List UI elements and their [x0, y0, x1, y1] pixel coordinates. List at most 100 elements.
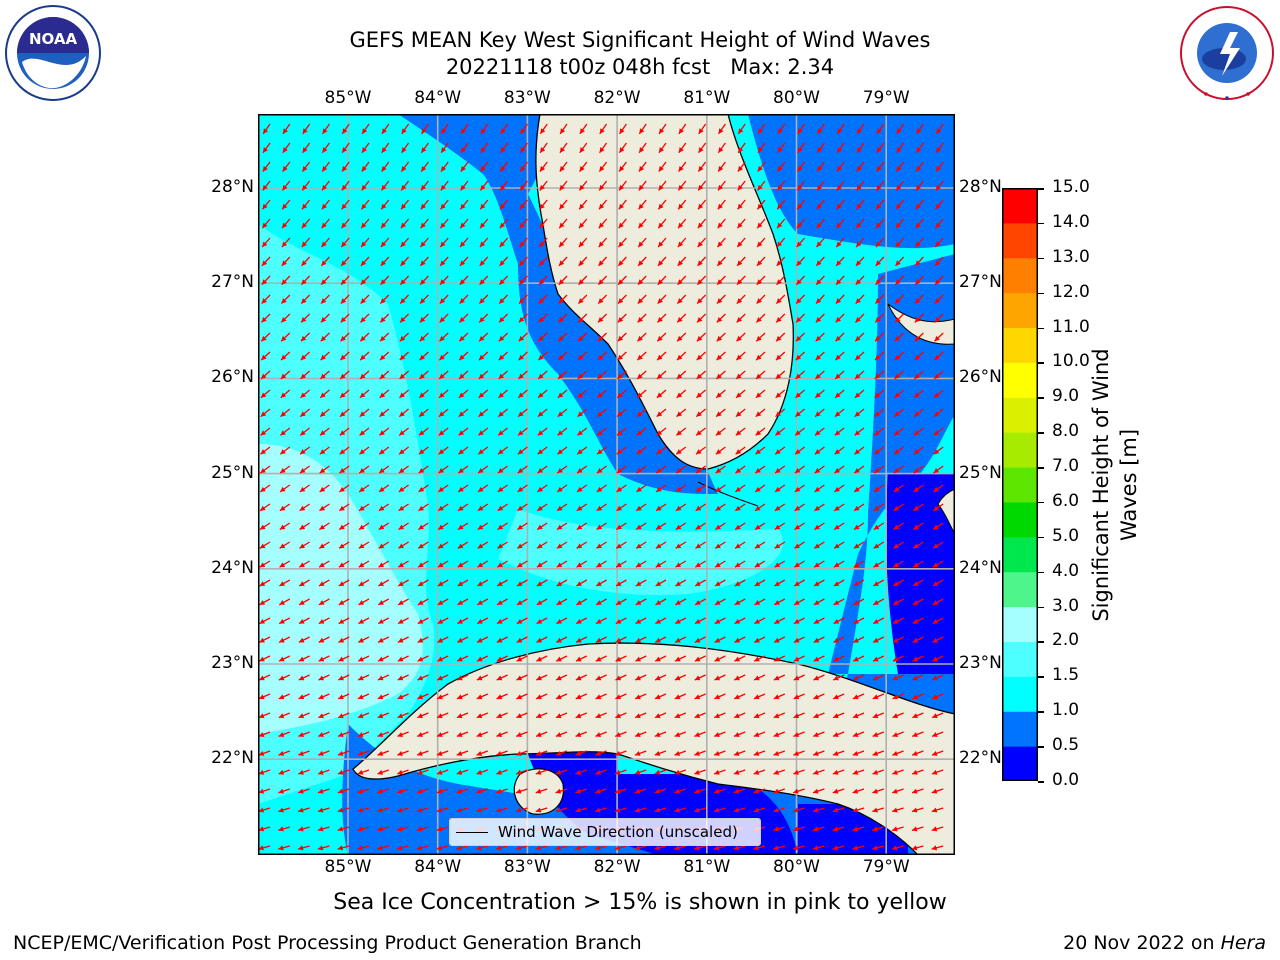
wind-arrow: [579, 142, 588, 154]
wind-arrow: [912, 541, 924, 549]
wind-arrow: [875, 256, 885, 267]
wind-arrow: [319, 427, 330, 436]
wind-arrow: [615, 579, 627, 587]
wind-arrow: [399, 370, 410, 380]
wind-arrow: [338, 579, 350, 587]
wind-arrow: [440, 161, 449, 172]
colorbar-segment: [1002, 257, 1038, 294]
wind-arrow: [499, 218, 509, 229]
wind-arrow: [397, 560, 409, 568]
wind-arrow: [438, 465, 449, 474]
wind-arrow: [579, 161, 588, 172]
wind-arrow: [598, 199, 608, 210]
wind-arrow: [457, 484, 469, 493]
wind-arrow: [914, 256, 924, 267]
wind-arrow: [892, 693, 904, 700]
wind-arrow: [793, 655, 805, 662]
wind-arrow: [835, 313, 845, 323]
wind-arrow: [261, 275, 271, 286]
wind-arrow: [515, 845, 528, 851]
colorbar-tick-label: 12.0: [1052, 281, 1090, 302]
legend-label: Wind Wave Direction (unscaled): [498, 823, 738, 841]
wind-arrow: [678, 161, 687, 172]
colorbar-tick-label: 0.5: [1052, 735, 1080, 756]
wind-arrow: [457, 522, 469, 531]
wind-arrow: [914, 294, 924, 305]
wind-arrow: [852, 807, 865, 813]
wind-arrow: [458, 313, 469, 323]
colorbar-tick-mark: [1038, 711, 1044, 713]
wind-arrow: [893, 541, 904, 549]
coordinate-label: 23°N: [211, 653, 254, 673]
wind-arrow: [852, 826, 865, 832]
wind-arrow: [417, 522, 429, 531]
wind-arrow: [357, 636, 370, 643]
wind-arrow: [638, 142, 647, 154]
wind-arrow: [480, 123, 489, 135]
wind-arrow: [516, 674, 528, 681]
wind-arrow: [478, 389, 489, 399]
wind-arrow: [279, 446, 291, 455]
wind-arrow: [280, 408, 291, 418]
wind-arrow: [258, 769, 271, 775]
wind-arrow: [596, 484, 607, 493]
wind-arrow: [578, 256, 588, 267]
coordinate-label: 28°N: [211, 177, 254, 197]
wind-arrow: [795, 370, 806, 380]
wind-arrow: [417, 541, 429, 549]
wind-arrow: [377, 731, 390, 737]
wind-arrow: [437, 541, 449, 549]
wind-arrow: [913, 446, 924, 455]
wind-arrow: [794, 446, 805, 455]
wind-arrow: [734, 560, 746, 568]
wind-arrow: [536, 560, 548, 568]
colorbar-tick-mark: [1038, 292, 1044, 295]
wind-arrow: [854, 313, 865, 323]
wind-arrow: [476, 617, 489, 625]
wind-arrow: [498, 275, 509, 286]
wind-arrow: [637, 237, 647, 248]
wind-arrow: [715, 389, 726, 399]
wind-arrow: [714, 693, 726, 700]
wind-arrow: [654, 655, 667, 662]
wind-arrow: [458, 446, 469, 455]
wind-arrow: [674, 693, 687, 700]
wind-arrow: [377, 769, 390, 775]
coordinate-label: 22°N: [959, 748, 1002, 769]
wind-arrow: [301, 237, 311, 248]
wind-arrow: [773, 731, 786, 737]
wind-arrow: [675, 541, 687, 549]
wind-arrow: [456, 769, 469, 775]
wind-arrow: [575, 769, 588, 775]
wind-arrow: [614, 807, 627, 813]
wind-arrow: [714, 560, 726, 568]
colorbar-tick-label: 0.0: [1052, 770, 1080, 790]
wind-arrow: [259, 503, 271, 512]
wind-arrow: [300, 332, 311, 342]
wind-arrow: [655, 617, 667, 625]
wind-arrow: [934, 294, 944, 305]
wind-arrow: [892, 579, 904, 587]
wind-arrow: [575, 788, 588, 794]
wind-arrow: [796, 199, 806, 210]
wind-arrow: [693, 807, 706, 813]
wind-arrow: [338, 541, 350, 549]
wind-arrow: [753, 636, 766, 643]
wind-arrow: [753, 788, 766, 794]
wind-arrow: [400, 218, 410, 229]
wind-arrow: [279, 465, 291, 474]
wind-arrow: [795, 294, 806, 305]
wind-arrow: [360, 199, 370, 210]
wind-arrow: [298, 617, 310, 625]
wind-arrow: [436, 845, 449, 851]
coordinate-label: 79°W: [862, 88, 910, 108]
wind-arrow: [459, 237, 469, 248]
wind-arrow: [500, 142, 509, 154]
wind-arrow: [357, 655, 370, 662]
wind-arrow: [736, 237, 746, 248]
wind-arrow: [856, 142, 865, 154]
wind-arrow: [436, 731, 449, 737]
wind-arrow: [518, 351, 528, 361]
wind-arrow: [280, 351, 291, 361]
wind-arrow: [676, 294, 687, 305]
